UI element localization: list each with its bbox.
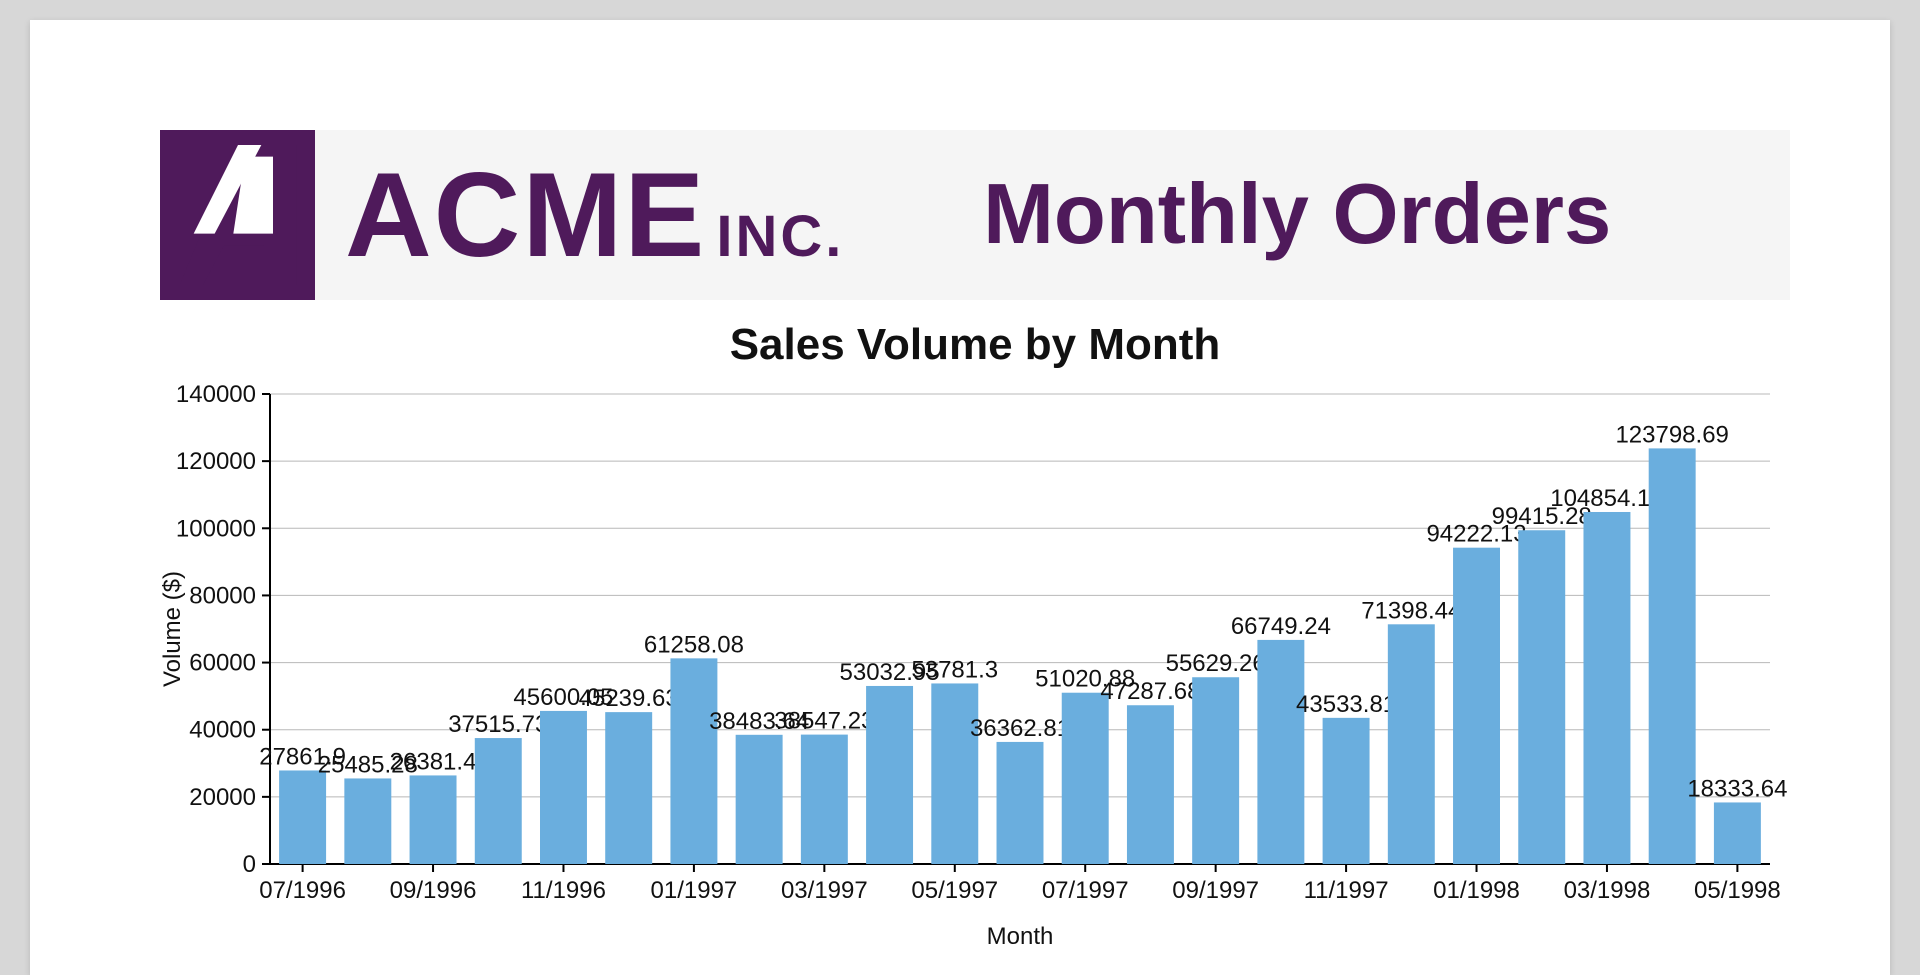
x-tick-label: 01/1998 <box>1433 877 1520 904</box>
bar <box>866 686 913 864</box>
x-tick-label: 11/1997 <box>1304 877 1389 904</box>
y-tick-label: 120000 <box>176 448 256 475</box>
bar <box>931 683 978 864</box>
report-header: ACME INC. Monthly Orders <box>160 130 1790 300</box>
x-tick-label: 05/1998 <box>1694 877 1781 904</box>
x-tick-label: 09/1996 <box>390 877 477 904</box>
bar-value-label: 123798.69 <box>1615 421 1728 448</box>
company-name-main: ACME <box>345 146 706 284</box>
bar <box>410 775 457 864</box>
y-tick-label: 100000 <box>176 515 256 542</box>
chart-title: Sales Volume by Month <box>160 320 1790 370</box>
bar <box>1127 705 1174 864</box>
sales-chart-container: Sales Volume by Month 0 20000 40000 60000 80… <box>160 320 1790 970</box>
y-tick-label: 80000 <box>189 582 256 609</box>
bar <box>540 711 587 864</box>
bar <box>1257 640 1304 864</box>
report-title: Monthly Orders <box>844 166 1790 264</box>
bar <box>344 778 391 864</box>
company-logo <box>160 130 315 300</box>
bar <box>1062 693 1109 864</box>
x-tick-label: 09/1997 <box>1172 877 1259 904</box>
y-tick-label: 40000 <box>189 717 256 744</box>
bar <box>1583 512 1630 864</box>
bar <box>1714 802 1761 864</box>
x-tick-label: 03/1997 <box>781 877 868 904</box>
x-tick-label: 03/1998 <box>1564 877 1651 904</box>
y-tick-label: 140000 <box>176 381 256 408</box>
bar-value-label: 26381.4 <box>390 748 477 775</box>
bar-value-label: 36362.81 <box>970 715 1070 742</box>
bar-value-label: 71398.44 <box>1361 597 1461 624</box>
x-tick-label: 07/1997 <box>1042 877 1129 904</box>
logo-a-icon <box>178 145 298 285</box>
bar <box>1192 677 1239 864</box>
y-tick-label: 0 <box>243 851 256 878</box>
bar-value-label: 61258.08 <box>644 631 744 658</box>
x-tick-label: 11/1996 <box>521 877 606 904</box>
sales-bar-chart: 0 20000 40000 60000 80000 100000 120000 140000 2… <box>160 374 1790 964</box>
bar <box>1453 548 1500 864</box>
bar <box>801 735 848 864</box>
bar <box>997 742 1044 864</box>
bar <box>279 770 326 864</box>
bar <box>1323 718 1370 864</box>
bar-value-label: 37515.73 <box>448 711 548 738</box>
y-tick-label: 20000 <box>189 784 256 811</box>
bar-value-label: 38547.23 <box>774 708 874 735</box>
x-tick-label: 07/1996 <box>259 877 346 904</box>
bar-value-label: 18333.64 <box>1687 775 1787 802</box>
bar <box>475 738 522 864</box>
report-page: ACME INC. Monthly Orders Sales Volume by… <box>30 20 1890 975</box>
bar-value-label: 66749.24 <box>1231 613 1331 640</box>
bar-value-label: 55629.26 <box>1166 650 1266 677</box>
bar-value-label: 43533.81 <box>1296 691 1396 718</box>
bar-value-label: 104854.18 <box>1550 485 1663 512</box>
bar <box>605 712 652 864</box>
company-name: ACME INC. <box>345 146 844 284</box>
bar <box>1518 530 1565 864</box>
bar <box>1388 624 1435 864</box>
bar <box>736 735 783 864</box>
company-name-suffix: INC. <box>716 203 844 270</box>
bar-value-label: 47287.68 <box>1100 678 1200 705</box>
y-axis-label: Volume ($) <box>160 571 186 687</box>
y-tick-label: 60000 <box>189 650 256 677</box>
x-tick-label: 05/1997 <box>911 877 998 904</box>
bar-value-label: 45239.63 <box>579 685 679 712</box>
bar <box>670 658 717 864</box>
x-axis-label: Month <box>987 923 1054 950</box>
x-tick-label: 01/1997 <box>651 877 738 904</box>
bar-value-label: 53781.3 <box>911 656 998 683</box>
